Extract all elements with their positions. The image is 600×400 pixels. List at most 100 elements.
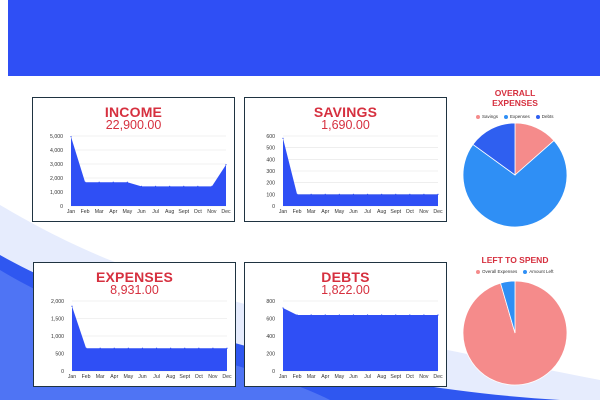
- expenses-ytick-label: 0: [61, 369, 64, 375]
- debts-data-point: [381, 314, 383, 316]
- debts-data-point: [310, 314, 312, 316]
- expenses-xtick-label: Feb: [82, 374, 91, 380]
- debts-data-point: [366, 314, 369, 316]
- savings-data-point: [352, 193, 355, 195]
- debts-data-point: [296, 314, 298, 316]
- debts-area-series: [283, 308, 438, 371]
- expenses-ytick-label: 2,000: [51, 299, 64, 305]
- savings-xtick-label: Oct: [406, 209, 415, 215]
- overall-pie-slice-expenses: [462, 140, 568, 228]
- savings-xtick-label: Aug: [377, 209, 386, 215]
- savings-ytick-label: 300: [266, 169, 275, 175]
- legend-label: Amount Left: [529, 269, 554, 274]
- legend-dot: [523, 269, 528, 274]
- savings-data-point: [381, 193, 383, 195]
- savings-card: SAVINGS 1,690.00 0 100 200 300 400 500 600 Jan F…: [244, 97, 447, 222]
- debts-area-chart: 0 200 400 600 800 Jan Feb Mar Apr May Jun Jul Aug Sep…: [266, 299, 443, 380]
- income-data-point: [197, 185, 199, 187]
- overall-expenses-title: OVERALL EXPENSES: [470, 88, 560, 108]
- debts-ytick-label: 800: [266, 299, 275, 305]
- debts-data-point: [352, 314, 355, 316]
- savings-xtick-label: May: [334, 209, 344, 215]
- debts-data-point: [338, 314, 340, 316]
- savings-data-point: [437, 193, 439, 195]
- debts-data-point: [324, 314, 326, 316]
- income-ytick-label: 5,000: [50, 134, 63, 140]
- income-data-point: [70, 136, 72, 138]
- debts-data-point: [423, 314, 425, 316]
- savings-xtick-label: Jul: [364, 209, 371, 215]
- savings-xtick-label: Mar: [307, 209, 316, 215]
- savings-title: SAVINGS: [313, 104, 378, 120]
- debts-xtick-label: Dec: [433, 374, 443, 380]
- expenses-title: EXPENSES: [95, 269, 174, 285]
- savings-xtick-label: Nov: [419, 209, 429, 215]
- income-data-point: [98, 181, 100, 183]
- expenses-xtick-label: Jan: [68, 374, 76, 380]
- expenses-xtick-label: Oct: [195, 374, 204, 380]
- expenses-xtick-label: Sept: [179, 374, 190, 380]
- savings-data-point: [324, 193, 326, 195]
- savings-data-point: [366, 193, 369, 195]
- income-xtick-label: Jan: [67, 209, 75, 215]
- savings-area-chart: 0 100 200 300 400 500 600 Jan Feb Mar Apr May Jun Jul…: [266, 134, 443, 215]
- expenses-data-point: [71, 305, 73, 307]
- left-pie-slice-amount-left: [499, 280, 516, 334]
- income-ytick-label: 1,000: [50, 190, 63, 196]
- left-legend: Overall Expenses Amount Left: [476, 269, 554, 274]
- savings-data-point: [296, 193, 298, 195]
- debts-ytick-label: 400: [266, 334, 275, 340]
- savings-ytick-label: 400: [266, 157, 275, 163]
- legend-item: Amount Left: [523, 269, 554, 274]
- expenses-xtick-label: Jun: [138, 374, 146, 380]
- legend-label: Debts: [541, 114, 554, 119]
- savings-xtick-label: Jan: [279, 209, 287, 215]
- income-data-point: [154, 185, 157, 187]
- income-value: 22,900.00: [105, 118, 162, 132]
- debts-xtick-label: Apr: [321, 374, 329, 380]
- debts-xtick-label: Jun: [349, 374, 357, 380]
- income-xtick-label: Apr: [109, 209, 117, 215]
- savings-ytick-label: 600: [266, 134, 275, 140]
- expenses-xtick-label: Apr: [110, 374, 118, 380]
- left-to-spend-title: LEFT TO SPEND: [481, 255, 549, 265]
- expenses-ytick-label: 1,500: [51, 317, 64, 323]
- income-xtick-label: Jun: [137, 209, 145, 215]
- expenses-xtick-label: Jul: [153, 374, 160, 380]
- income-data-point: [140, 185, 143, 187]
- expenses-area-series: [72, 306, 227, 371]
- expenses-data-point: [113, 347, 115, 349]
- savings-ytick-label: 100: [266, 192, 275, 198]
- debts-data-point: [282, 307, 284, 309]
- savings-data-point: [409, 193, 411, 195]
- debts-ytick-label: 600: [266, 317, 275, 323]
- income-area-chart: 0 1,000 2,000 3,000 4,000 5,000 Jan Feb Mar Apr Ma…: [50, 134, 231, 215]
- income-xtick-label: Jul: [152, 209, 159, 215]
- legend-item: Expenses: [504, 114, 530, 119]
- savings-data-point: [395, 193, 397, 195]
- savings-ytick-label: 0: [272, 204, 275, 210]
- expenses-data-point: [184, 347, 186, 349]
- debts-ytick-label: 0: [272, 369, 275, 375]
- debts-value: 1,822.00: [321, 283, 370, 297]
- debts-xtick-label: May: [334, 374, 344, 380]
- debts-data-point: [395, 314, 397, 316]
- savings-ytick-label: 500: [266, 146, 275, 152]
- expenses-xtick-label: Nov: [208, 374, 218, 380]
- expenses-data-point: [198, 347, 200, 349]
- income-data-point: [126, 181, 128, 183]
- debts-xtick-label: Mar: [307, 374, 316, 380]
- expenses-ytick-label: 500: [55, 352, 64, 358]
- savings-data-point: [310, 193, 312, 195]
- legend-label: Expenses: [510, 114, 530, 119]
- expenses-data-point: [226, 347, 228, 349]
- savings-data-point: [282, 137, 284, 139]
- overall-expenses-pie: [462, 122, 568, 228]
- legend-item: Overall Expenses: [476, 269, 517, 274]
- debts-xtick-label: Aug: [377, 374, 386, 380]
- income-data-point: [183, 185, 185, 187]
- overall-title-line1: OVERALL: [494, 88, 536, 98]
- debts-xtick-label: Feb: [293, 374, 302, 380]
- debts-xtick-label: Jul: [364, 374, 371, 380]
- overall-title-line2: EXPENSES: [492, 98, 538, 108]
